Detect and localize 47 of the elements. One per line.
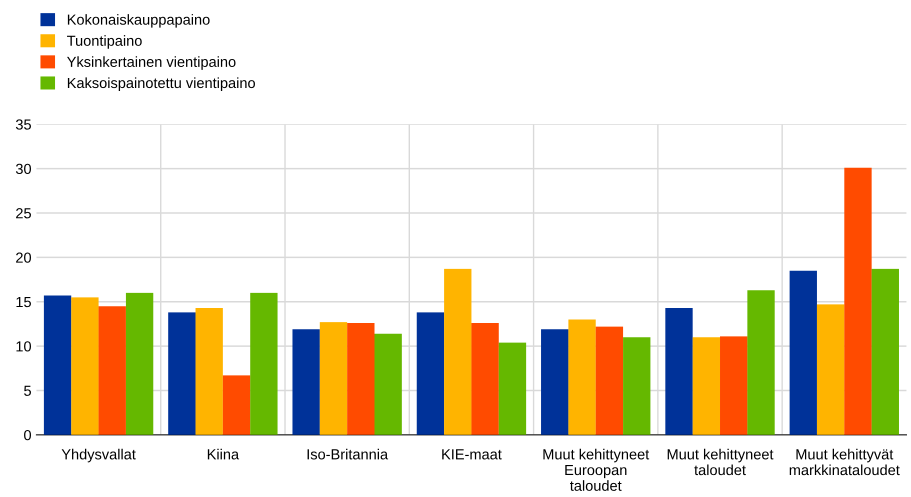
y-tick-label: 25 [16, 208, 31, 218]
bar [168, 312, 196, 435]
bar [347, 323, 374, 435]
x-tick-label: Yhdysvallat [62, 448, 136, 462]
bar [665, 308, 693, 435]
bar [692, 337, 720, 435]
bar [844, 168, 872, 435]
bar [416, 312, 444, 435]
bar [872, 268, 899, 435]
legend-label: Kaksoispainotettu vientipaino [68, 77, 255, 91]
x-tick-label: Kiina [208, 448, 240, 460]
legend-label: Kokonaiskauppapaino [68, 14, 210, 28]
bar [126, 292, 154, 435]
y-tick-label: 35 [16, 119, 31, 130]
bar [98, 306, 126, 435]
bar [292, 329, 320, 435]
x-tick-label: Muut kehittyneet taloudet [668, 448, 774, 476]
bar [623, 337, 650, 435]
x-tick-label: KIE-maat [442, 449, 502, 460]
y-tick-label: 10 [16, 341, 32, 352]
bar [222, 375, 250, 435]
bar [541, 329, 568, 435]
bar [71, 297, 99, 435]
x-tick-label: Muut kehittyneet Euroopan taloudet [543, 448, 650, 491]
bar [747, 290, 775, 435]
bar [374, 334, 402, 435]
y-tick-label: 0 [24, 430, 32, 440]
y-tick-label: 5 [24, 386, 31, 396]
bar [568, 320, 596, 435]
x-tick-label: Iso-Britannia [308, 448, 388, 460]
legend-label: Tuontipaino [67, 35, 142, 49]
bar [471, 323, 499, 435]
x-tick-label: Muut kehittyvät markkinataloudet [790, 448, 900, 476]
bar [320, 322, 348, 435]
bar [596, 326, 624, 435]
bar [790, 270, 817, 435]
bar [444, 268, 472, 435]
bar [720, 336, 748, 435]
bar [816, 304, 844, 435]
y-tick-label: 20 [16, 252, 32, 263]
y-tick-label: 30 [16, 164, 32, 174]
bar [44, 296, 72, 435]
legend-label: Yksinkertainen vientipaino [67, 56, 236, 70]
bar [250, 292, 278, 435]
bar [196, 308, 223, 435]
y-tick-label: 15 [16, 297, 31, 308]
bar [498, 342, 526, 435]
